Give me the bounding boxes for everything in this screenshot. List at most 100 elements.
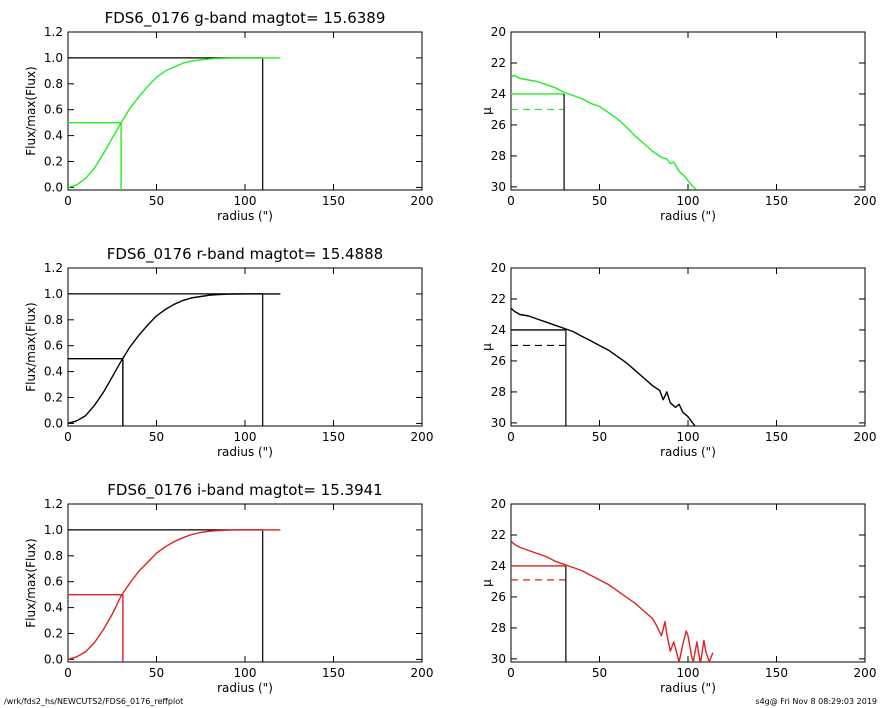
x-tick-label: 200 — [854, 666, 877, 680]
y-tick-label: 0.2 — [44, 391, 63, 405]
y-tick-label: 0.2 — [44, 155, 63, 169]
x-tick-label: 100 — [677, 430, 700, 444]
x-tick-label: 50 — [592, 430, 607, 444]
series-line — [511, 307, 697, 426]
y-tick-label: 24 — [491, 559, 506, 573]
x-tick-label: 50 — [149, 666, 164, 680]
y-tick-label: 0.6 — [44, 339, 63, 353]
y-tick-label: 28 — [491, 621, 506, 635]
x-tick-label: 150 — [765, 194, 788, 208]
footer-left: /wrk/fds2_hs/NEWCUTS2/FDS6_0176_reffplot — [4, 697, 183, 706]
y-tick-label: 20 — [491, 261, 506, 275]
y-axis-label: Flux/max(Flux) — [24, 538, 38, 627]
y-tick-label: 0.4 — [44, 129, 63, 143]
series-line — [511, 540, 714, 662]
y-axis-label: Flux/max(Flux) — [24, 302, 38, 391]
x-tick-label: 200 — [411, 666, 434, 680]
panel-g-profile: 0 50 100 150 200 20 22 24 26 28 30 radius (") μ — [480, 25, 876, 223]
x-tick-label: 100 — [677, 666, 700, 680]
x-tick-label: 0 — [64, 430, 72, 444]
x-tick-label: 100 — [234, 666, 257, 680]
y-tick-label: 0.6 — [44, 575, 63, 589]
x-tick-label: 200 — [854, 194, 877, 208]
plot-area — [68, 529, 281, 662]
y-tick-label: 30 — [491, 180, 506, 194]
x-tick-label: 0 — [507, 430, 515, 444]
panel-r-profile: 0 50 100 150 200 20 22 24 26 28 30 radius (") μ — [480, 261, 876, 459]
x-tick-label: 200 — [411, 194, 434, 208]
x-axis-label: radius (") — [660, 209, 716, 223]
x-tick-label: 50 — [149, 194, 164, 208]
x-tick-label: 150 — [765, 430, 788, 444]
y-tick-label: 0.0 — [44, 416, 63, 430]
y-tick-label: 0.0 — [44, 652, 63, 666]
x-tick-label: 50 — [149, 430, 164, 444]
plot-frame — [67, 267, 423, 427]
x-tick-label: 150 — [322, 666, 345, 680]
plot-area — [68, 57, 281, 190]
x-tick-label: 0 — [507, 666, 515, 680]
panel-g-growth: 0 50 100 150 200 0.0 0.2 0.4 0.6 0.8 1.0 1.2 radius … — [24, 9, 433, 223]
series-line — [68, 529, 281, 661]
y-tick-label: 20 — [491, 25, 506, 39]
y-axis-label: Flux/max(Flux) — [24, 66, 38, 155]
y-tick-label: 22 — [491, 292, 506, 306]
y-tick-label: 26 — [491, 118, 506, 132]
panel-i-profile: 0 50 100 150 200 20 22 24 26 28 30 radius (") μ — [480, 497, 876, 695]
x-tick-label: 150 — [322, 194, 345, 208]
y-tick-label: 0.8 — [44, 549, 63, 563]
chart-title: FDS6_0176 r-band magtot= 15.4888 — [107, 245, 383, 264]
x-axis-label: radius (") — [217, 445, 273, 459]
x-axis-label: radius (") — [660, 681, 716, 695]
y-tick-label: 1.2 — [44, 261, 63, 275]
y-tick-label: 1.0 — [44, 51, 63, 65]
x-tick-label: 0 — [507, 194, 515, 208]
y-tick-label: 28 — [491, 385, 506, 399]
chart-title: FDS6_0176 i-band magtot= 15.3941 — [107, 481, 382, 500]
x-tick-label: 100 — [677, 194, 700, 208]
y-tick-label: 1.0 — [44, 523, 63, 537]
x-tick-label: 50 — [592, 194, 607, 208]
y-tick-label: 30 — [491, 652, 506, 666]
chart-title: FDS6_0176 g-band magtot= 15.6389 — [105, 9, 386, 28]
plot-area — [511, 74, 698, 190]
y-tick-label: 24 — [491, 87, 506, 101]
y-tick-label: 26 — [491, 354, 506, 368]
y-axis-label: μ — [480, 343, 494, 351]
x-tick-label: 100 — [234, 194, 257, 208]
plot-area — [68, 293, 281, 426]
x-tick-label: 100 — [234, 430, 257, 444]
y-tick-label: 1.0 — [44, 287, 63, 301]
y-tick-label: 0.8 — [44, 77, 63, 91]
y-tick-label: 0.4 — [44, 601, 63, 615]
y-axis-label: μ — [480, 579, 494, 587]
y-axis-label: μ — [480, 107, 494, 115]
x-tick-label: 200 — [854, 430, 877, 444]
y-tick-label: 0.2 — [44, 627, 63, 641]
y-tick-label: 0.8 — [44, 313, 63, 327]
footer-right: s4g@ Fri Nov 8 08:29:03 2019 — [755, 697, 877, 706]
y-tick-label: 20 — [491, 497, 506, 511]
series-line — [68, 57, 281, 189]
x-axis-label: radius (") — [660, 445, 716, 459]
y-tick-label: 0.0 — [44, 180, 63, 194]
y-tick-label: 22 — [491, 56, 506, 70]
panel-i-growth: 0 50 100 150 200 0.0 0.2 0.4 0.6 0.8 1.0 1.2 radius … — [24, 481, 433, 695]
x-tick-label: 50 — [592, 666, 607, 680]
y-tick-label: 22 — [491, 528, 506, 542]
x-tick-label: 150 — [765, 666, 788, 680]
y-tick-label: 24 — [491, 323, 506, 337]
series-line — [511, 74, 698, 190]
x-tick-label: 0 — [64, 666, 72, 680]
plot-frame — [67, 503, 423, 663]
plot-area — [511, 307, 697, 426]
y-tick-label: 26 — [491, 590, 506, 604]
x-tick-label: 0 — [64, 194, 72, 208]
y-tick-label: 0.4 — [44, 365, 63, 379]
y-tick-label: 28 — [491, 149, 506, 163]
plot-area — [511, 540, 714, 662]
x-tick-label: 200 — [411, 430, 434, 444]
y-tick-label: 1.2 — [44, 497, 63, 511]
plot-frame — [510, 267, 866, 427]
